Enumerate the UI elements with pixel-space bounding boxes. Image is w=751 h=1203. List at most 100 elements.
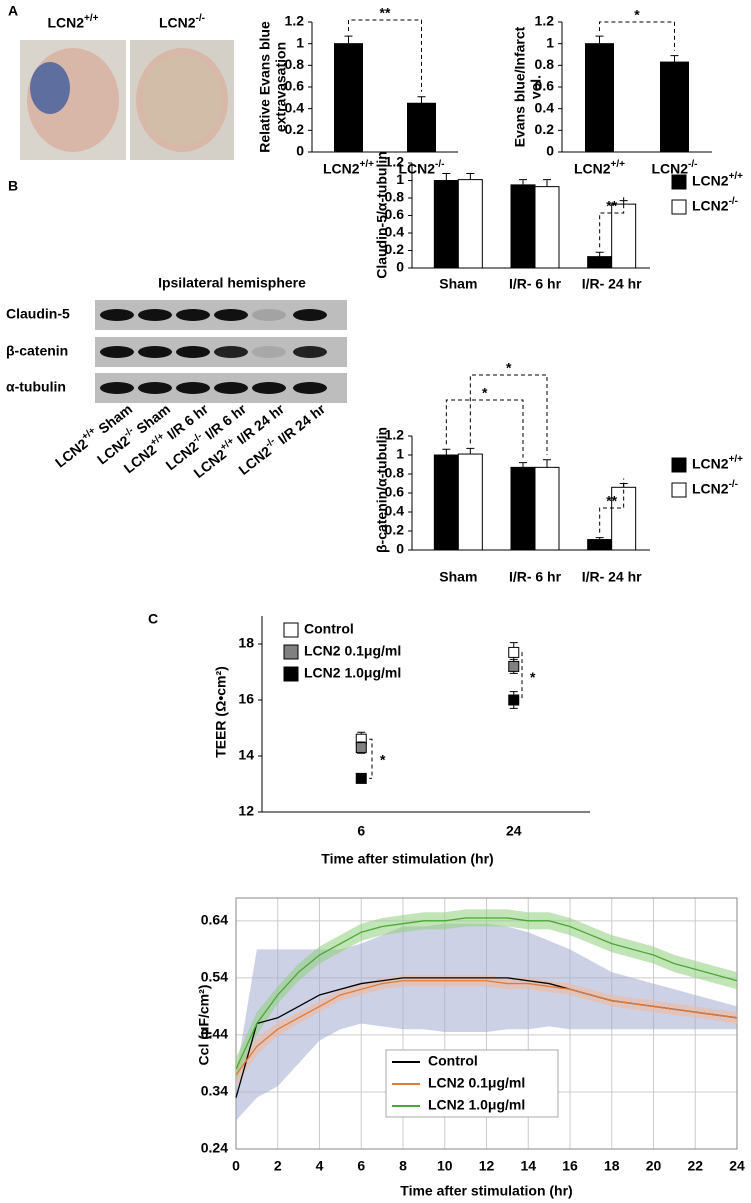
y-tick-label: 0.6 [285,78,305,94]
y-tick-label: 0.4 [385,224,405,240]
blot-title: Ipsilateral hemisphere [158,275,306,291]
blot-band [176,309,210,321]
blot-band [293,346,327,358]
y-tick-label: 0.2 [285,121,305,137]
bar [611,486,637,551]
x-tick-label: 24 [506,823,522,839]
blot-band [100,309,134,321]
blot-band [214,309,248,321]
y-tick-label: 0.2 [385,241,405,257]
y-tick-label: 0.6 [385,206,405,222]
y-tick-label: 0.6 [385,484,405,500]
error-bar [442,173,451,181]
x-tick-label: 16 [562,1158,578,1174]
y-axis-label: Evans blue/Infarct vol. [511,26,543,148]
x-tick-label: 6 [357,1158,365,1174]
y-axis-label: Relative Evans blue extravasation [256,21,288,153]
significance-label: * [634,7,640,23]
y-tick-label: 1.2 [535,13,555,29]
y-axis-label: Claudin-5/α-tubulin [374,151,390,279]
bar [457,453,483,551]
error-bar [595,35,604,44]
x-tick-label: 20 [646,1158,662,1174]
legend-label: LCN2 1.0μg/ml [304,665,401,681]
point [508,660,520,672]
y-tick-label: 1 [546,34,554,50]
error-bar [595,537,604,540]
significance-bracket [348,19,422,92]
legend-swatch [671,174,687,190]
bar [433,180,459,269]
point [508,646,520,658]
dye-patch [30,62,70,114]
y-tick-label: 0 [546,143,554,159]
significance-label: ** [606,198,617,214]
y-tick-label: 1 [396,446,404,462]
photo-label: LCN2-/- [159,13,205,31]
significance-label: ** [606,493,617,509]
blot-band [293,382,327,394]
blot-row-label: Claudin-5 [6,306,70,322]
legend-swatch [283,622,299,638]
x-axis-label: Time after stimulation (hr) [321,851,493,867]
significance-bracket [599,21,675,51]
bar [587,256,613,269]
error-bar [595,251,604,257]
y-tick-label: 1 [296,34,304,50]
y-tick-label: 14 [238,747,254,763]
significance-bracket [469,374,548,455]
blot-band [252,346,286,358]
bar [534,466,560,551]
error-bar [543,459,551,468]
error-band [236,909,737,1081]
significance-bracket [599,195,625,248]
legend-swatch [283,666,299,682]
error-bar [519,462,527,468]
line [235,917,738,1070]
legend-label: LCN2-/- [692,196,738,214]
error-band [236,923,737,1121]
y-tick-label: 1.2 [285,13,305,29]
x-tick-label: 2 [274,1158,282,1174]
blot-band [176,382,210,394]
legend-swatch [671,457,687,473]
x-tick-label: 14 [520,1158,536,1174]
blot-band [100,346,134,358]
error-bar [466,447,475,455]
x-tick-label: 24 [729,1158,745,1174]
blot-band [214,346,248,358]
error-bar [442,448,451,455]
y-tick-label: 18 [238,635,254,651]
bar [534,186,560,269]
x-tick-label: 6 [357,823,365,839]
legend-label: LCN2+/+ [692,171,743,189]
legend-swatch [283,644,299,660]
x-tick-label: Sham [439,569,477,585]
error-bar [670,55,679,63]
blot-band [100,382,134,394]
blot-band [252,382,286,394]
significance-label: * [506,360,512,376]
y-tick-label: 0.2 [385,522,405,538]
bar [660,61,689,153]
y-tick-label: 1.2 [385,427,405,443]
y-tick-label: 0.34 [201,1083,228,1099]
error-bar [344,35,353,44]
y-tick-label: 0.8 [285,56,305,72]
x-tick-label: I/R- 6 hr [509,276,562,292]
legend-label: LCN2 1.0μg/ml [428,1097,525,1113]
x-axis-label: Time after stimulation (hr) [400,1183,572,1199]
y-tick-label: 0.4 [385,503,405,519]
bar [510,184,536,269]
y-tick-label: 0.54 [201,969,228,985]
bar [334,43,363,153]
significance-bracket [599,478,625,533]
photo-label: LCN2+/+ [47,13,98,31]
legend-label: Control [428,1053,478,1069]
y-tick-label: 0 [396,259,404,275]
y-tick-label: 0.6 [535,78,555,94]
x-tick-label: 12 [479,1158,495,1174]
y-tick-label: 16 [238,691,254,707]
point [508,694,520,706]
